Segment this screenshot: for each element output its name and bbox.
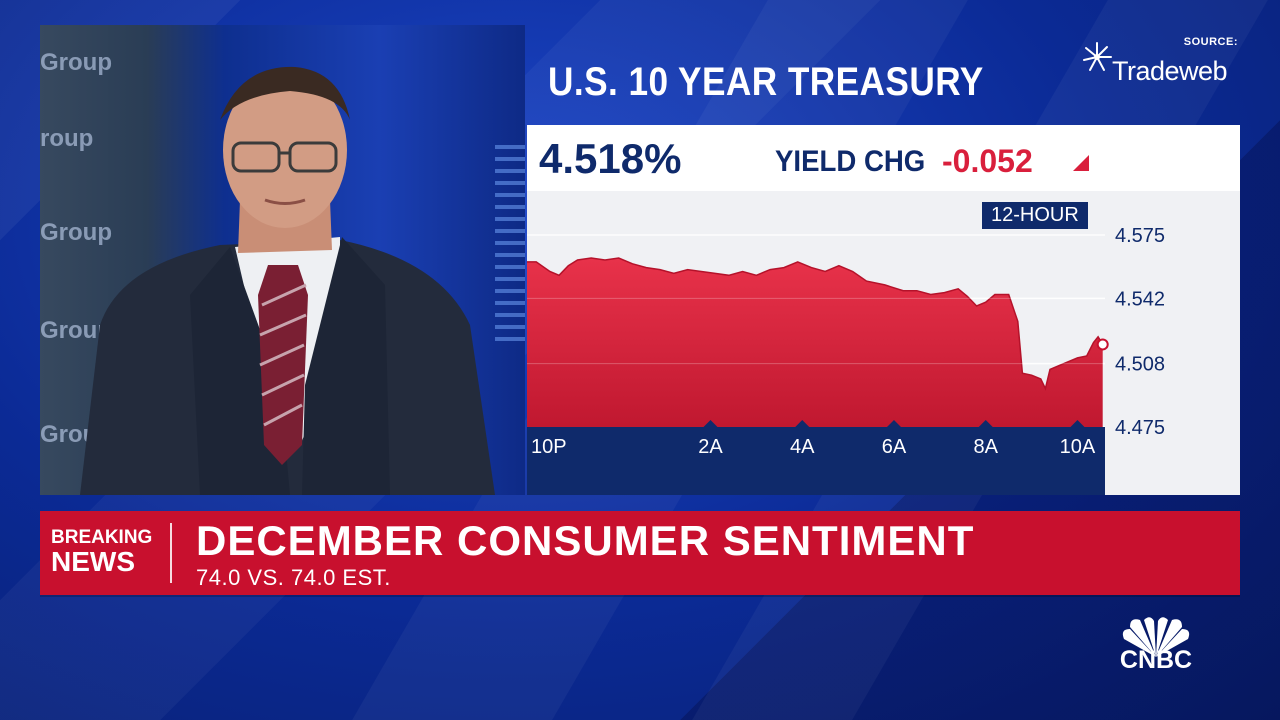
x-tick (978, 420, 993, 427)
last-value-marker (1096, 338, 1109, 351)
studio-ticker-wall (495, 145, 525, 345)
y-tick-label: 4.542 (1115, 288, 1165, 310)
x-tick-label: 10A (1060, 436, 1096, 458)
yield-change-label: YIELD CHG (775, 145, 926, 178)
breaking-news-bar: BREAKING NEWS DECEMBER CONSUMER SENTIMEN… (40, 511, 1240, 595)
studio-video: Group roup Group Group Grou (40, 25, 525, 495)
headline: DECEMBER CONSUMER SENTIMENT (196, 517, 975, 564)
chart-title: U.S. 10 YEAR TREASURY (548, 60, 984, 104)
y-tick-label: 4.575 (1115, 225, 1165, 247)
breaking-label: BREAKING (51, 527, 153, 548)
x-tick-label: 2A (698, 436, 723, 458)
network-logo-text: CNBC (1119, 646, 1193, 674)
series-area (527, 258, 1103, 427)
x-tick (886, 420, 901, 427)
x-tick (703, 420, 718, 427)
wall-text: roup (40, 125, 94, 152)
y-tick-label: 4.475 (1115, 417, 1165, 439)
divider (170, 523, 172, 583)
source-label: SOURCE: (1183, 36, 1238, 48)
wall-text: Group (40, 219, 112, 246)
chart-panel: 4.518% YIELD CHG -0.052 10P 2A 4A 6A 8A 10A 4.… (527, 125, 1240, 495)
down-triangle-icon (1073, 155, 1089, 171)
tradeweb-logo-icon (1083, 42, 1112, 71)
x-tick (1070, 420, 1085, 427)
yield-chart: 10P 2A 4A 6A 8A 10A 4.575 4.542 4.508 4.475 (527, 225, 1165, 495)
x-tick-label: 6A (882, 436, 907, 458)
source-name: Tradeweb (1112, 56, 1228, 86)
x-tick (795, 420, 810, 427)
anchor-person (80, 66, 495, 495)
series-line (527, 257, 1104, 391)
headline-subline: 74.0 VS. 74.0 EST. (196, 565, 391, 590)
yield-header: 4.518% YIELD CHG -0.052 (527, 125, 1240, 191)
timeframe-badge: 12-HOUR (982, 202, 1088, 229)
yield-change-value: -0.052 (942, 143, 1033, 179)
wall-text: Group (40, 49, 112, 76)
yield-value: 4.518% (539, 135, 682, 182)
y-tick-label: 4.508 (1115, 354, 1165, 376)
x-axis-band (527, 427, 1105, 495)
x-tick-label: 8A (973, 436, 998, 458)
x-tick-label: 4A (790, 436, 815, 458)
x-tick-label: 10P (531, 436, 567, 458)
peacock-logo-icon (1122, 617, 1190, 657)
news-label: NEWS (51, 546, 135, 577)
